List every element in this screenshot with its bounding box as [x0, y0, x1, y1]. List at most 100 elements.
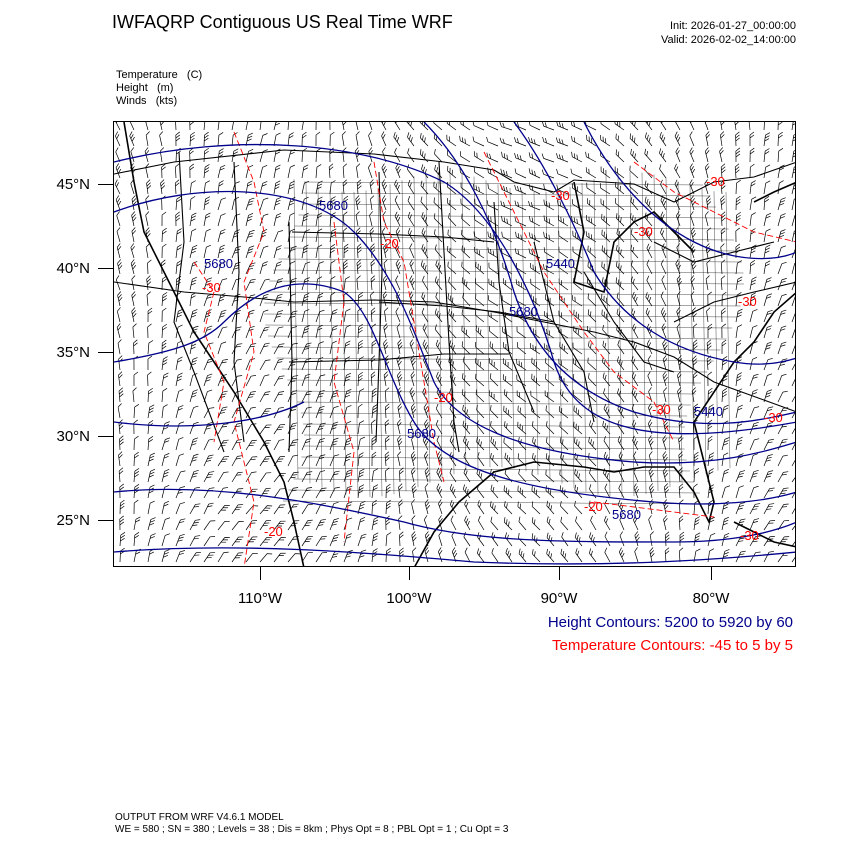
county-line [287, 379, 702, 384]
temperature-label: -30 [706, 174, 725, 189]
temperature-label: -20 [380, 236, 399, 251]
wind-barb [571, 295, 583, 307]
wind-barb [259, 505, 273, 515]
wind-barb [329, 228, 337, 243]
wind-barb [438, 499, 443, 515]
wind-barb [763, 438, 774, 451]
wind-barb [574, 532, 583, 547]
wind-barb [477, 452, 485, 467]
wind-barb [689, 131, 695, 147]
wind-barb [368, 147, 373, 163]
wind-barb [161, 421, 170, 435]
wind-barb [273, 180, 281, 195]
wind-barb [603, 388, 611, 403]
lon-label-90w: 90°W [540, 590, 578, 607]
wind-barb [679, 531, 685, 547]
wind-barb [133, 403, 140, 419]
wind-barb [477, 532, 485, 547]
wind-barb [203, 228, 211, 243]
wind-barb [434, 324, 443, 339]
wind-barb [531, 485, 541, 499]
wind-barb [574, 500, 583, 515]
wind-barb [618, 547, 625, 563]
wind-barb [791, 455, 795, 467]
wind-barb [447, 229, 457, 243]
wind-barb [407, 132, 415, 147]
wind-barb [119, 435, 124, 451]
wind-barb [175, 324, 183, 339]
wind-barb [189, 535, 201, 547]
wind-barb [763, 132, 771, 147]
wind-barb [735, 227, 740, 243]
wind-barb [644, 164, 653, 179]
wind-barb [273, 456, 285, 467]
wind-barb [662, 435, 667, 451]
wind-barb [720, 163, 726, 179]
wind-barb [245, 439, 257, 451]
wind-barb [159, 131, 164, 147]
height-label: 5680 [407, 426, 436, 441]
wind-barb [486, 122, 499, 131]
wind-barb [619, 531, 625, 547]
wind-barb [734, 122, 740, 131]
wind-barb [588, 373, 597, 387]
wind-barb [189, 245, 198, 259]
wind-barb [763, 122, 770, 131]
wind-barb [116, 211, 121, 227]
wind-barb [175, 163, 180, 179]
wind-barb [175, 228, 182, 243]
wind-barb [662, 339, 668, 355]
wind-barb [115, 131, 121, 147]
lon-label-100w: 100°W [386, 590, 432, 607]
wind-barb [328, 163, 334, 179]
county-line [271, 346, 721, 351]
wind-barb [647, 355, 653, 371]
model-footer-title: OUTPUT FROM WRF V4.6.1 MODEL [115, 812, 284, 823]
county-line [641, 172, 647, 495]
wind-barb [545, 373, 555, 387]
county-line [267, 335, 727, 340]
wind-barb [749, 518, 760, 531]
wind-barb [301, 164, 309, 179]
wind-barb [114, 122, 121, 131]
wind-barb [161, 388, 168, 403]
wind-barb [777, 261, 787, 275]
wind-barb [707, 548, 715, 563]
wind-barb [561, 532, 569, 547]
county-line [301, 203, 717, 208]
wind-barb [707, 533, 716, 547]
wind-barb [315, 438, 325, 451]
wind-barb [721, 211, 726, 227]
wind-barb [763, 196, 770, 211]
wind-barb [436, 371, 443, 387]
temperature-label: -30 [652, 402, 671, 417]
wind-barb [648, 515, 653, 531]
wind-barb [735, 453, 744, 467]
wind-barb [530, 390, 541, 403]
wind-barb [602, 277, 611, 291]
wind-barb [315, 405, 325, 419]
wind-barb [342, 147, 347, 163]
wind-barb [749, 551, 761, 563]
height-label: 5680 [319, 198, 348, 213]
wind-barb [705, 243, 711, 259]
wind-barb [147, 387, 153, 403]
wind-barb [475, 342, 485, 355]
wind-barb [189, 261, 198, 275]
wind-barb [145, 243, 150, 259]
wind-barb [380, 122, 387, 131]
wind-barb [662, 467, 669, 483]
wind-barb [357, 484, 365, 499]
wind-barb [117, 403, 122, 419]
wind-barb [473, 151, 485, 163]
county-line [557, 189, 563, 484]
wind-barb [287, 454, 298, 467]
county-line [297, 401, 691, 406]
wind-barb [777, 131, 783, 147]
wind-barb [131, 195, 137, 211]
wind-barb [217, 165, 226, 179]
wind-barb [175, 131, 181, 147]
wind-barb [447, 150, 457, 163]
wind-barb [449, 371, 457, 387]
wind-barb [315, 148, 322, 163]
